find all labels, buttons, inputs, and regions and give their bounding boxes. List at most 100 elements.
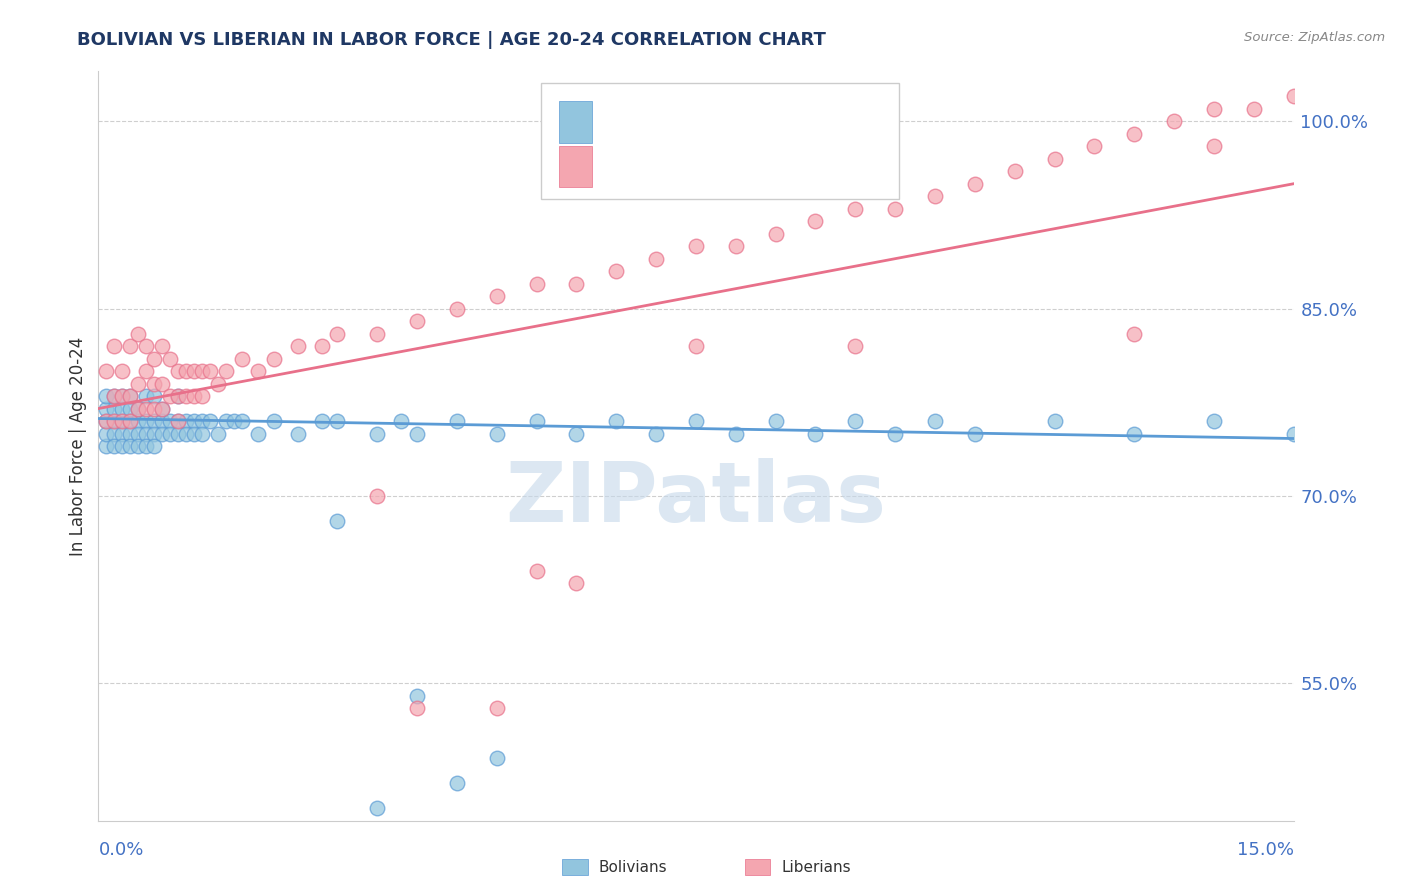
Point <box>127 326 149 341</box>
Point <box>96 414 118 428</box>
Point <box>246 364 269 378</box>
Point <box>96 389 118 403</box>
Point <box>150 401 173 416</box>
Point <box>685 339 707 353</box>
Text: 15.0%: 15.0% <box>1236 840 1294 859</box>
Point <box>884 426 907 441</box>
Point <box>143 351 166 366</box>
Point <box>183 414 205 428</box>
Point <box>406 689 429 703</box>
Text: ZIPatlas: ZIPatlas <box>506 458 886 539</box>
Point <box>207 426 229 441</box>
Point <box>159 351 181 366</box>
Point <box>1243 102 1265 116</box>
Point <box>127 376 149 391</box>
Point <box>120 414 142 428</box>
Point <box>1083 139 1105 153</box>
Point <box>207 376 229 391</box>
Point <box>605 264 627 278</box>
Point <box>111 426 134 441</box>
Point <box>485 289 508 303</box>
Point <box>135 439 157 453</box>
Point <box>191 364 214 378</box>
Point <box>844 202 866 216</box>
Point <box>127 414 149 428</box>
Point <box>120 339 142 353</box>
Text: Liberians: Liberians <box>782 860 852 874</box>
Point <box>406 314 429 328</box>
Point <box>246 426 269 441</box>
Point <box>326 514 349 528</box>
Point <box>765 227 787 241</box>
Point <box>183 389 205 403</box>
Point <box>96 414 118 428</box>
Point <box>685 414 707 428</box>
Text: Bolivians: Bolivians <box>599 860 668 874</box>
Point <box>120 389 142 403</box>
Point <box>485 701 508 715</box>
Point <box>103 401 125 416</box>
Point <box>150 339 173 353</box>
Point <box>1282 89 1305 103</box>
Point <box>389 414 412 428</box>
Point <box>215 414 238 428</box>
Point <box>804 426 827 441</box>
Point <box>311 414 333 428</box>
Point <box>111 401 134 416</box>
Point <box>366 801 388 815</box>
Point <box>565 426 588 441</box>
Point <box>804 214 827 228</box>
Point <box>96 426 118 441</box>
Point <box>311 339 333 353</box>
Point <box>366 326 388 341</box>
Point <box>159 389 181 403</box>
Point <box>127 426 149 441</box>
Point <box>174 426 197 441</box>
Y-axis label: In Labor Force | Age 20-24: In Labor Force | Age 20-24 <box>69 336 87 556</box>
Point <box>96 401 118 416</box>
Point <box>263 351 285 366</box>
Point <box>924 414 946 428</box>
Point <box>526 277 548 291</box>
Point <box>446 301 468 316</box>
Point <box>174 364 197 378</box>
Point <box>287 339 309 353</box>
Point <box>167 389 190 403</box>
Text: 0.0%: 0.0% <box>98 840 143 859</box>
Point <box>174 389 197 403</box>
Point <box>963 177 986 191</box>
Point <box>111 364 134 378</box>
Point <box>111 389 134 403</box>
Text: R =  0.272   N = 77: R = 0.272 N = 77 <box>610 158 810 176</box>
Point <box>143 426 166 441</box>
Point <box>135 426 157 441</box>
Point <box>191 389 214 403</box>
Point <box>135 401 157 416</box>
Point <box>446 414 468 428</box>
Point <box>446 776 468 790</box>
Point <box>143 414 166 428</box>
Point <box>485 751 508 765</box>
Point <box>191 426 214 441</box>
Point <box>1202 414 1225 428</box>
Point <box>685 239 707 253</box>
Point <box>326 326 349 341</box>
Point <box>1123 326 1146 341</box>
Point <box>406 426 429 441</box>
Point <box>565 576 588 591</box>
Point <box>645 426 668 441</box>
Point <box>150 414 173 428</box>
Point <box>167 414 190 428</box>
Point <box>111 414 134 428</box>
Point <box>724 239 747 253</box>
Point <box>167 414 190 428</box>
Point <box>1163 114 1185 128</box>
Point <box>724 426 747 441</box>
Point <box>1004 164 1026 178</box>
Text: R = -0.031   N = 82: R = -0.031 N = 82 <box>610 113 810 131</box>
Point <box>103 339 125 353</box>
Point <box>406 701 429 715</box>
Point <box>120 389 142 403</box>
Point <box>96 364 118 378</box>
Point <box>174 414 197 428</box>
